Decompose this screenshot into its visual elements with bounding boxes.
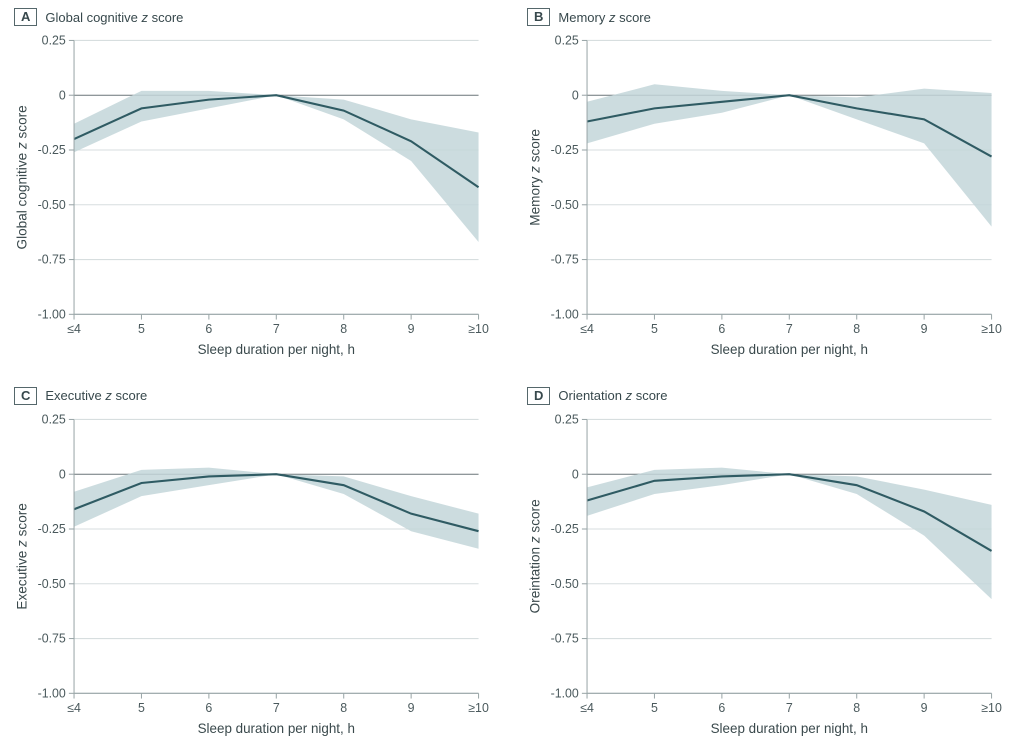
confidence-band: [587, 467, 992, 598]
x-tick-label: 9: [408, 322, 415, 336]
panel-letter: C: [14, 387, 37, 405]
panel-c: C Executive z score 0.25 0 -0.25 -0.50 -0.75 -1…: [8, 387, 493, 744]
confidence-band: [74, 91, 479, 242]
chart-svg: 0.25 0 -0.25 -0.50 -0.75 -1.00≤4 5 6 7 8 9 ≥10 Sleep…: [521, 409, 1006, 744]
chart-area: 0.25 0 -0.25 -0.50 -0.75 -1.00≤4 5 6 7 8 9 ≥10 Sleep…: [521, 409, 1006, 744]
x-axis-title: Sleep duration per night, h: [711, 342, 868, 357]
x-tick-label: 5: [651, 322, 658, 336]
x-tick-label: 7: [786, 322, 793, 336]
chart-svg: 0.25 0 -0.25 -0.50 -0.75 -1.00≤4 5 6 7 8 9 ≥10 Sleep…: [521, 30, 1006, 365]
x-tick-label: ≥10: [468, 322, 489, 336]
x-tick-label: ≤4: [67, 701, 81, 715]
y-tick-label: -0.25: [551, 143, 579, 157]
x-tick-label: 9: [921, 701, 928, 715]
x-tick-label: 6: [718, 322, 725, 336]
x-tick-label: 5: [138, 322, 145, 336]
chart-svg: 0.25 0 -0.25 -0.50 -0.75 -1.00≤4 5 6 7 8 9 ≥10 Sleep…: [8, 30, 493, 365]
y-tick-label: 0.25: [42, 34, 66, 48]
panel-title: Global cognitive z score: [45, 10, 183, 25]
chart-area: 0.25 0 -0.25 -0.50 -0.75 -1.00≤4 5 6 7 8 9 ≥10 Sleep…: [521, 30, 1006, 365]
y-tick-label: -0.25: [38, 522, 66, 536]
y-tick-label: 0.25: [555, 412, 579, 426]
x-tick-label: 8: [340, 322, 347, 336]
y-tick-label: -0.50: [551, 576, 579, 590]
panel-a: A Global cognitive z score 0.25 0 -0.25 -0.50…: [8, 8, 493, 365]
x-tick-label: 6: [718, 701, 725, 715]
x-tick-label: ≤4: [580, 322, 594, 336]
y-tick-label: 0: [572, 467, 579, 481]
panel-header: A Global cognitive z score: [8, 8, 493, 26]
chart-area: 0.25 0 -0.25 -0.50 -0.75 -1.00≤4 5 6 7 8 9 ≥10 Sleep…: [8, 30, 493, 365]
x-tick-label: 8: [853, 701, 860, 715]
x-tick-label: ≥10: [981, 322, 1002, 336]
chart-svg: 0.25 0 -0.25 -0.50 -0.75 -1.00≤4 5 6 7 8 9 ≥10 Sleep…: [8, 409, 493, 744]
x-tick-label: 9: [408, 701, 415, 715]
panel-d: D Orientation z score 0.25 0 -0.25 -0.50 -0.75…: [521, 387, 1006, 744]
y-tick-label: -0.50: [551, 198, 579, 212]
y-tick-label: -0.75: [38, 631, 66, 645]
y-tick-label: -0.50: [38, 576, 66, 590]
y-tick-label: -1.00: [38, 307, 66, 321]
x-tick-label: 6: [205, 322, 212, 336]
x-tick-label: 7: [273, 701, 280, 715]
y-tick-label: 0.25: [42, 412, 66, 426]
y-tick-label: -1.00: [551, 686, 579, 700]
y-tick-label: 0.25: [555, 34, 579, 48]
panel-b: B Memory z score 0.25 0 -0.25 -0.50 -0.75 -1.00…: [521, 8, 1006, 365]
y-tick-label: -1.00: [38, 686, 66, 700]
x-axis-title: Sleep duration per night, h: [198, 720, 355, 735]
x-tick-label: 7: [786, 701, 793, 715]
x-tick-label: 7: [273, 322, 280, 336]
panel-header: C Executive z score: [8, 387, 493, 405]
panel-letter: D: [527, 387, 550, 405]
y-tick-label: -0.25: [551, 522, 579, 536]
y-tick-label: -0.75: [551, 631, 579, 645]
confidence-band: [587, 84, 992, 226]
x-tick-label: 8: [340, 701, 347, 715]
y-tick-label: -0.75: [551, 253, 579, 267]
x-tick-label: ≤4: [580, 701, 594, 715]
y-tick-label: 0: [59, 88, 66, 102]
y-tick-label: 0: [572, 88, 579, 102]
panel-header: B Memory z score: [521, 8, 1006, 26]
y-axis-title: Executive z score: [15, 503, 30, 609]
x-tick-label: 5: [651, 701, 658, 715]
panel-title: Executive z score: [45, 388, 147, 403]
y-axis-title: Memory z score: [528, 129, 543, 226]
x-tick-label: ≥10: [468, 701, 489, 715]
x-tick-label: 6: [205, 701, 212, 715]
x-tick-label: 8: [853, 322, 860, 336]
y-axis-title: Oreintation z score: [528, 499, 543, 613]
y-tick-label: -0.25: [38, 143, 66, 157]
x-axis-title: Sleep duration per night, h: [198, 342, 355, 357]
y-tick-label: 0: [59, 467, 66, 481]
panel-title: Memory z score: [558, 10, 650, 25]
chart-area: 0.25 0 -0.25 -0.50 -0.75 -1.00≤4 5 6 7 8 9 ≥10 Sleep…: [8, 409, 493, 744]
x-tick-label: 9: [921, 322, 928, 336]
panel-header: D Orientation z score: [521, 387, 1006, 405]
panel-title: Orientation z score: [558, 388, 667, 403]
y-tick-label: -0.75: [38, 253, 66, 267]
x-tick-label: ≥10: [981, 701, 1002, 715]
panel-letter: A: [14, 8, 37, 26]
panel-letter: B: [527, 8, 550, 26]
x-axis-title: Sleep duration per night, h: [711, 720, 868, 735]
x-tick-label: ≤4: [67, 322, 81, 336]
x-tick-label: 5: [138, 701, 145, 715]
y-tick-label: -1.00: [551, 307, 579, 321]
confidence-band: [74, 467, 479, 548]
figure-grid: A Global cognitive z score 0.25 0 -0.25 -0.50…: [0, 0, 1024, 755]
y-tick-label: -0.50: [38, 198, 66, 212]
y-axis-title: Global cognitive z score: [15, 105, 30, 249]
